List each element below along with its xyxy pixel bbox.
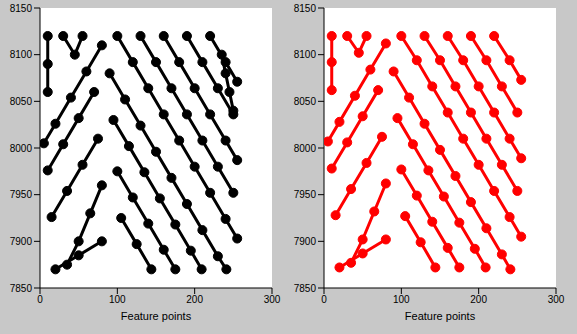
svg-text:200: 200 (186, 294, 203, 305)
svg-text:7900: 7900 (10, 236, 33, 247)
svg-text:7850: 7850 (294, 283, 317, 294)
svg-text:300: 300 (264, 294, 281, 305)
svg-text:8050: 8050 (10, 96, 33, 107)
svg-text:100: 100 (109, 294, 126, 305)
svg-text:8100: 8100 (294, 49, 317, 60)
svg-text:7850: 7850 (10, 283, 33, 294)
svg-text:0: 0 (321, 294, 327, 305)
svg-text:8050: 8050 (294, 96, 317, 107)
svg-text:300: 300 (548, 294, 565, 305)
svg-text:7950: 7950 (10, 189, 33, 200)
svg-text:Feature points: Feature points (121, 310, 192, 322)
svg-text:Feature points: Feature points (405, 310, 476, 322)
svg-text:100: 100 (393, 294, 410, 305)
svg-text:8000: 8000 (294, 143, 317, 154)
svg-text:8100: 8100 (10, 49, 33, 60)
svg-text:200: 200 (470, 294, 487, 305)
svg-text:7950: 7950 (294, 189, 317, 200)
svg-text:0: 0 (37, 294, 43, 305)
svg-text:8150: 8150 (10, 3, 33, 14)
svg-text:7900: 7900 (294, 236, 317, 247)
svg-text:8000: 8000 (10, 143, 33, 154)
svg-text:8150: 8150 (294, 3, 317, 14)
